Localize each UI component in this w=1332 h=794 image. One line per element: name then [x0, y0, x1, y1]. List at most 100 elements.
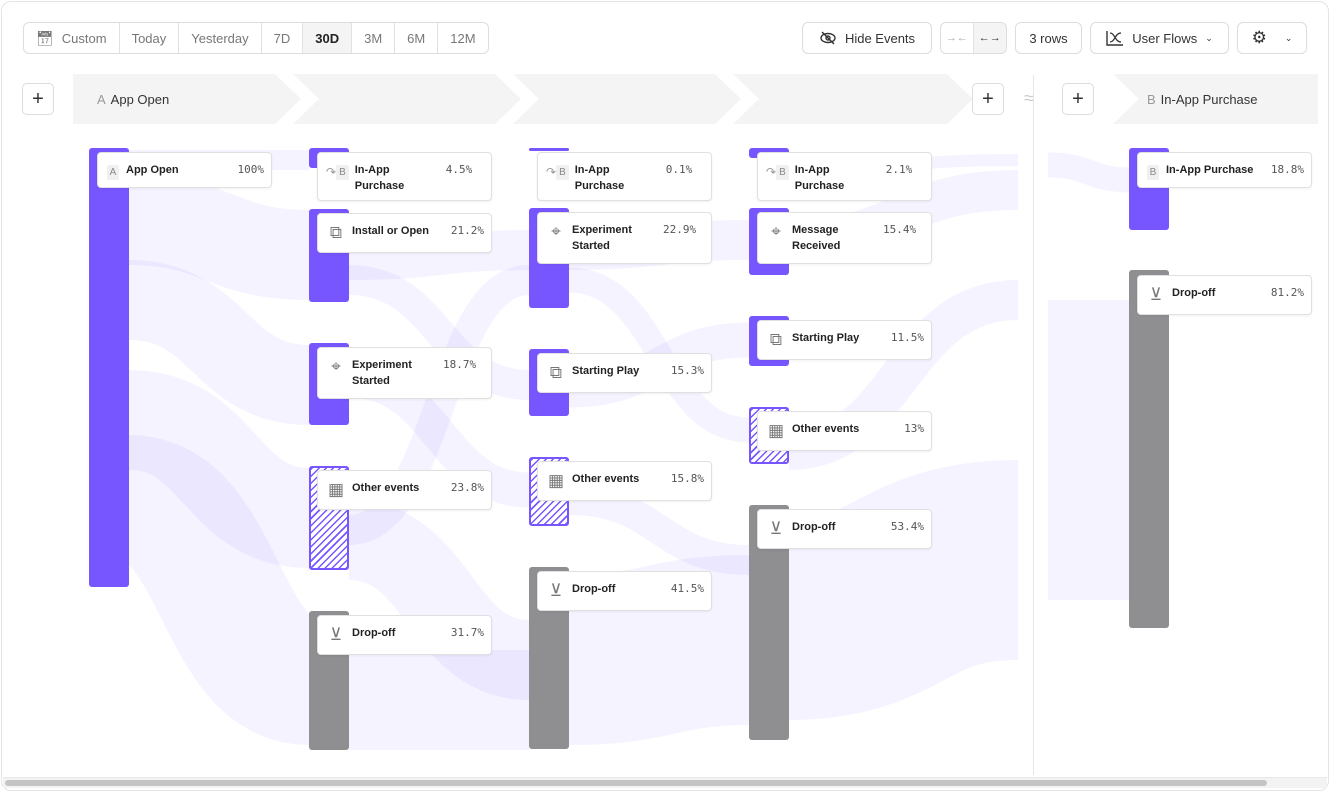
flow-link: [348, 230, 530, 280]
flow-node-card[interactable]: ▦ Other events 23.8%: [317, 470, 492, 510]
step-badge: B: [776, 164, 789, 180]
node-percent: 11.5%: [890, 331, 924, 344]
add-step-before-button[interactable]: +: [22, 83, 54, 115]
date-range-6m[interactable]: 6M: [395, 23, 439, 53]
cursor-click-icon: ⌖: [771, 222, 781, 241]
flow-node-card[interactable]: ⌖ Experiment Started 18.7%: [317, 347, 492, 399]
hide-events-button[interactable]: Hide Events: [802, 22, 932, 54]
eye-slash-icon: [820, 31, 836, 45]
flow-link: [125, 370, 313, 568]
step-arrow: [513, 74, 741, 124]
flow-node-bar[interactable]: [89, 148, 129, 587]
flow-node-bar[interactable]: [1129, 270, 1169, 628]
date-range-selector: 📅︎ Custom Today Yesterday 7D 30D 3M 6M 12…: [23, 22, 489, 54]
collapsed-steps-icon[interactable]: ≈: [1024, 88, 1034, 108]
compact-layout-button[interactable]: →←: [941, 23, 974, 53]
date-range-30d[interactable]: 30D: [303, 23, 353, 53]
flow-link: [348, 265, 530, 400]
flows-chart-icon: [1106, 31, 1124, 46]
flow-node-card[interactable]: ⊻ Drop-off 53.4%: [757, 509, 932, 549]
node-name: Drop-off: [352, 627, 396, 639]
flow-node-bar[interactable]: [529, 148, 569, 151]
return-arrow-icon: ↷: [546, 165, 557, 179]
node-percent: 13%: [904, 422, 924, 435]
gear-icon: ⚙: [1251, 28, 1267, 47]
flow-node-card[interactable]: A App Open 100%: [97, 152, 272, 188]
node-name: Install or Open: [352, 225, 430, 237]
step-badge-wrapper: B: [1146, 163, 1160, 181]
arrow-down-circle-icon: ⊻: [1149, 285, 1163, 304]
collapsed-steps-divider: [1033, 75, 1034, 775]
layout-toggle: →← ←→: [940, 22, 1007, 54]
node-percent: 18.8%: [1270, 163, 1304, 176]
step-badge: B: [336, 164, 349, 180]
date-range-3m[interactable]: 3M: [352, 23, 396, 53]
node-percent: 4.5%: [445, 163, 473, 176]
return-arrow-icon: ↷ B: [326, 163, 349, 181]
node-percent: 2.1%: [885, 163, 913, 176]
flow-node-card[interactable]: ⧉ Install or Open 21.2%: [317, 213, 492, 253]
flow-node-card[interactable]: ▦ Other events 15.8%: [537, 461, 712, 501]
flow-node-card[interactable]: ↷ B In-App Purchase 0.1%: [537, 152, 712, 201]
calendar-icon: 📅︎: [36, 29, 54, 46]
node-percent: 81.2%: [1270, 286, 1304, 299]
node-percent: 15.3%: [670, 364, 704, 377]
view-type-dropdown[interactable]: User Flows ⌄: [1090, 22, 1229, 54]
flow-node-card[interactable]: ▦ Other events 13%: [757, 411, 932, 451]
chevron-down-icon: ⌄: [1284, 32, 1293, 43]
node-name: Starting Play: [572, 365, 640, 377]
date-range-yesterday[interactable]: Yesterday: [179, 23, 262, 53]
node-name: Other events: [792, 423, 860, 435]
copy-icon: ⧉: [329, 223, 343, 242]
flow-node-card[interactable]: B In-App Purchase 18.8%: [1137, 152, 1312, 188]
step-b-label: B In-App Purchase: [1147, 91, 1258, 107]
step-b-header[interactable]: [1113, 74, 1318, 124]
rows-button[interactable]: 3 rows: [1015, 22, 1082, 54]
node-percent: 18.7%: [443, 358, 477, 371]
step-badge: B: [1146, 164, 1160, 180]
node-percent: 31.7%: [450, 626, 484, 639]
node-name: Drop-off: [792, 521, 836, 533]
add-step-button[interactable]: +: [1062, 83, 1094, 115]
flow-link: [347, 265, 531, 545]
flow-link: [346, 500, 532, 700]
node-name: Other events: [352, 482, 420, 494]
flow-node-card[interactable]: ⌖ Message Received 15.4%: [757, 212, 932, 264]
step-badge: A: [106, 164, 120, 180]
arrow-down-circle-icon: ⊻: [769, 519, 783, 538]
step-arrow: [293, 74, 521, 124]
flow-node-card[interactable]: ⊻ Drop-off 31.7%: [317, 615, 492, 655]
copy-icon: ⧉: [549, 363, 563, 382]
flow-node-card[interactable]: ↷ B In-App Purchase 4.5%: [317, 152, 492, 201]
settings-dropdown[interactable]: ⚙ ⌄: [1237, 22, 1307, 54]
node-name: Drop-off: [1172, 287, 1216, 299]
flow-node-card[interactable]: ⌖ Experiment Started 22.9%: [537, 212, 712, 264]
date-range-7d[interactable]: 7D: [262, 23, 304, 53]
node-percent: 15.8%: [670, 472, 704, 485]
node-percent: 23.8%: [450, 481, 484, 494]
node-name: Other events: [572, 473, 640, 485]
return-arrow-icon: ↷: [766, 165, 777, 179]
horizontal-scrollbar[interactable]: [3, 777, 1327, 788]
date-range-custom[interactable]: 📅︎ Custom: [24, 23, 120, 53]
node-percent: 41.5%: [670, 582, 704, 595]
chevron-down-icon: ⌄: [1205, 32, 1213, 43]
flow-node-card[interactable]: ⧉ Starting Play 15.3%: [537, 353, 712, 393]
flow-node-card[interactable]: ⊻ Drop-off 81.2%: [1137, 275, 1312, 315]
node-name: Drop-off: [572, 583, 616, 595]
step-badge: B: [556, 164, 569, 180]
flow-node-card[interactable]: ↷ B In-App Purchase 2.1%: [757, 152, 932, 201]
node-percent: 15.4%: [883, 223, 917, 236]
grid-icon: ▦: [547, 471, 565, 490]
date-range-12m[interactable]: 12M: [450, 30, 476, 46]
date-range-today[interactable]: Today: [120, 23, 180, 53]
flow-link: [786, 460, 1021, 720]
scrollbar-thumb[interactable]: [5, 780, 1267, 786]
expand-layout-button[interactable]: ←→: [973, 23, 1006, 53]
flow-node-card[interactable]: ⧉ Starting Play 11.5%: [757, 320, 932, 360]
flow-node-card[interactable]: ⊻ Drop-off 41.5%: [537, 571, 712, 611]
node-name: Experiment Started: [352, 359, 412, 387]
add-step-button[interactable]: +: [972, 83, 1004, 115]
flow-link: [128, 175, 310, 300]
